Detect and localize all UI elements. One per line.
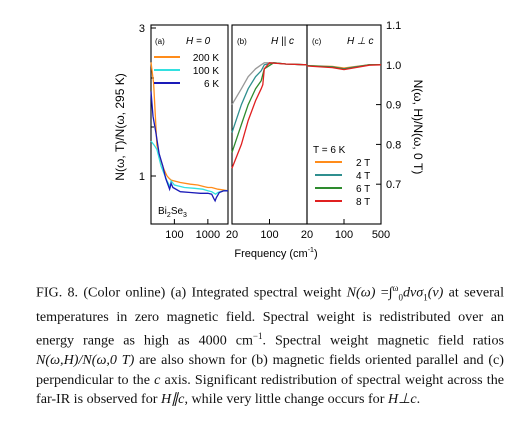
series-line-a-6-K (150, 91, 228, 203)
legend-label-c: 4 T (356, 171, 370, 182)
panel-b-label: (b) (237, 37, 247, 46)
x-axis-label: Frequency (cm-1) (234, 247, 317, 260)
y-tick-label-right: 0.9 (386, 100, 401, 112)
legend-label-c: 6 T (356, 184, 370, 195)
panel-a-title: H = 0 (186, 36, 211, 47)
y-tick-label-right: 0.7 (386, 179, 401, 191)
panel-a-label: (a) (155, 37, 165, 46)
legend-label-a: 200 K (193, 53, 219, 64)
y-tick-label-right: 0.8 (386, 139, 401, 151)
sample-label: Bi2Se3 (158, 206, 187, 219)
left-axis-label: N(ω, T)/N(ω, 295 K) (113, 73, 127, 180)
legend-label-a: 100 K (193, 66, 219, 77)
panel-c-label: (c) (312, 37, 322, 46)
x-tick-label-a: 1000 (196, 229, 220, 241)
caption-text: FIG. 8. (Color online) (a) Integrated sp… (36, 283, 504, 408)
y-tick-label-left: 1 (139, 171, 145, 183)
series-line-b-T-6-K-2-T (231, 62, 308, 105)
right-axis-label: N(ω, H)/N(ω, 0 T) (411, 80, 425, 175)
legend-panel-c: T = 6 K 2 T 4 T 6 T 8 T (313, 145, 370, 208)
legend-title-c: T = 6 K (313, 145, 346, 156)
series-line-b-T-6-K-8-T (231, 62, 308, 169)
x-tick-label-a: 100 (165, 229, 183, 241)
y-tick-label-right: 1.0 (386, 60, 401, 72)
y-tick-label-right: 1.1 (386, 20, 401, 32)
series-line-b-T-6-K-4-T (231, 62, 308, 133)
figure-8: N(ω, T)/N(ω, 295 K) N(ω, H)/N(ω, 0 T) 10… (113, 20, 425, 260)
x-tick-label-c: 100 (335, 229, 353, 241)
legend-label-a: 6 K (204, 79, 219, 90)
x-tick-label-c: 500 (372, 229, 390, 241)
series-line-c-8-T (306, 64, 382, 71)
x-tick-label-b: 20 (226, 229, 238, 241)
legend-label-c: 8 T (356, 197, 370, 208)
panel-a-frame (150, 24, 229, 225)
legend-label-c: 2 T (356, 158, 370, 169)
axis-ticks: 100 1000 20 100 20 100 500 1 3 0.7 0.8 0.9 1.0 1.1 (139, 20, 401, 241)
legend-panel-a: 200 K 100 K 6 K (154, 53, 219, 90)
panel-b-frame (231, 24, 308, 225)
panel-c-title: H ⊥ c (347, 36, 374, 47)
figure-caption: FIG. 8. (Color online) (a) Integrated sp… (36, 279, 504, 410)
data-curves (150, 62, 382, 203)
panel-b-title: H || c (271, 36, 294, 47)
y-tick-label-left: 3 (139, 23, 145, 35)
series-line-a-100-K (150, 140, 228, 195)
x-tick-label-b: 100 (260, 229, 278, 241)
x-tick-label-c: 20 (301, 229, 313, 241)
